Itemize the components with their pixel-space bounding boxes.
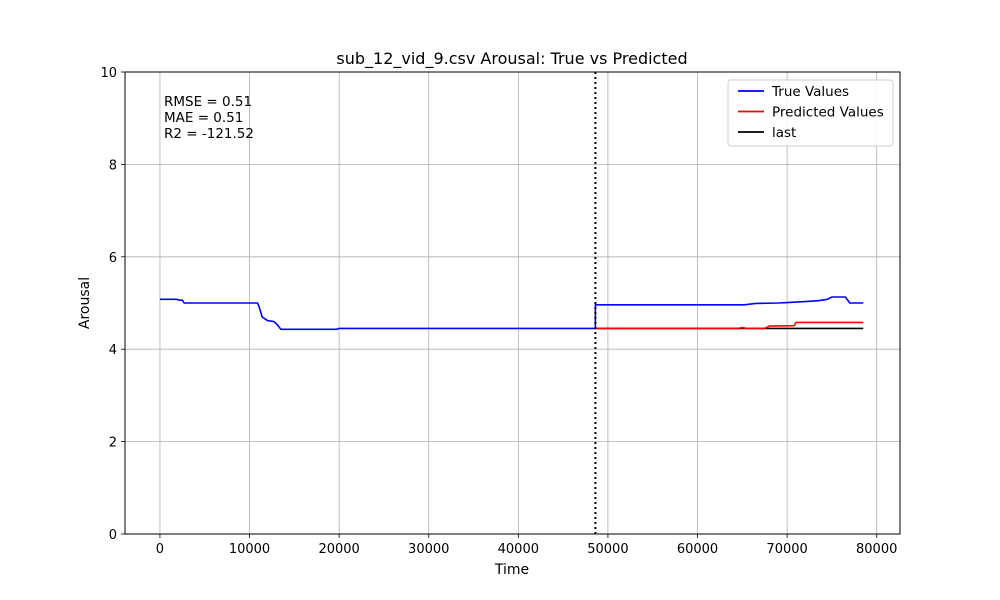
x-tick-label: 30000: [408, 542, 449, 557]
x-tick-label: 10000: [229, 542, 270, 557]
rmse-text: RMSE = 0.51: [164, 94, 252, 110]
legend-label-predicted-values: Predicted Values: [772, 105, 884, 121]
y-tick-label: 6: [109, 251, 117, 266]
x-tick-label: 0: [156, 542, 164, 557]
mae-text: MAE = 0.51: [164, 110, 243, 126]
chart-title: sub_12_vid_9.csv Arousal: True vs Predic…: [336, 49, 687, 69]
legend-label-true-values: True Values: [771, 84, 849, 100]
y-tick-label: 0: [109, 528, 117, 543]
x-tick-label: 50000: [587, 542, 628, 557]
x-axis-label: Time: [494, 562, 529, 578]
axis-ticks: 0 10000 20000 30000 40000 50000 60000 70000 8000…: [100, 66, 897, 557]
plot-frame: [124, 71, 901, 535]
y-tick-label: 10: [100, 66, 117, 81]
y-axis-label: Arousal: [77, 277, 93, 329]
legend-box: [727, 79, 894, 147]
x-tick-label: 40000: [498, 542, 539, 557]
legend-label-last: last: [772, 125, 796, 141]
r2-text: R2 = -121.52: [164, 126, 254, 142]
y-tick-label: 2: [109, 436, 117, 451]
x-tick-label: 70000: [766, 542, 807, 557]
plot-lines: [159, 72, 864, 534]
x-tick-label: 60000: [677, 542, 718, 557]
series-line-predicted-values: [595, 321, 864, 330]
x-tick-label: 80000: [856, 542, 897, 557]
legend: True Values Predicted Values last: [727, 79, 894, 147]
y-tick-label: 8: [109, 158, 117, 173]
metrics-annotation: RMSE = 0.51 MAE = 0.51 R2 = -121.52: [164, 94, 254, 142]
x-tick-label: 20000: [318, 542, 359, 557]
y-tick-label: 4: [109, 343, 117, 358]
